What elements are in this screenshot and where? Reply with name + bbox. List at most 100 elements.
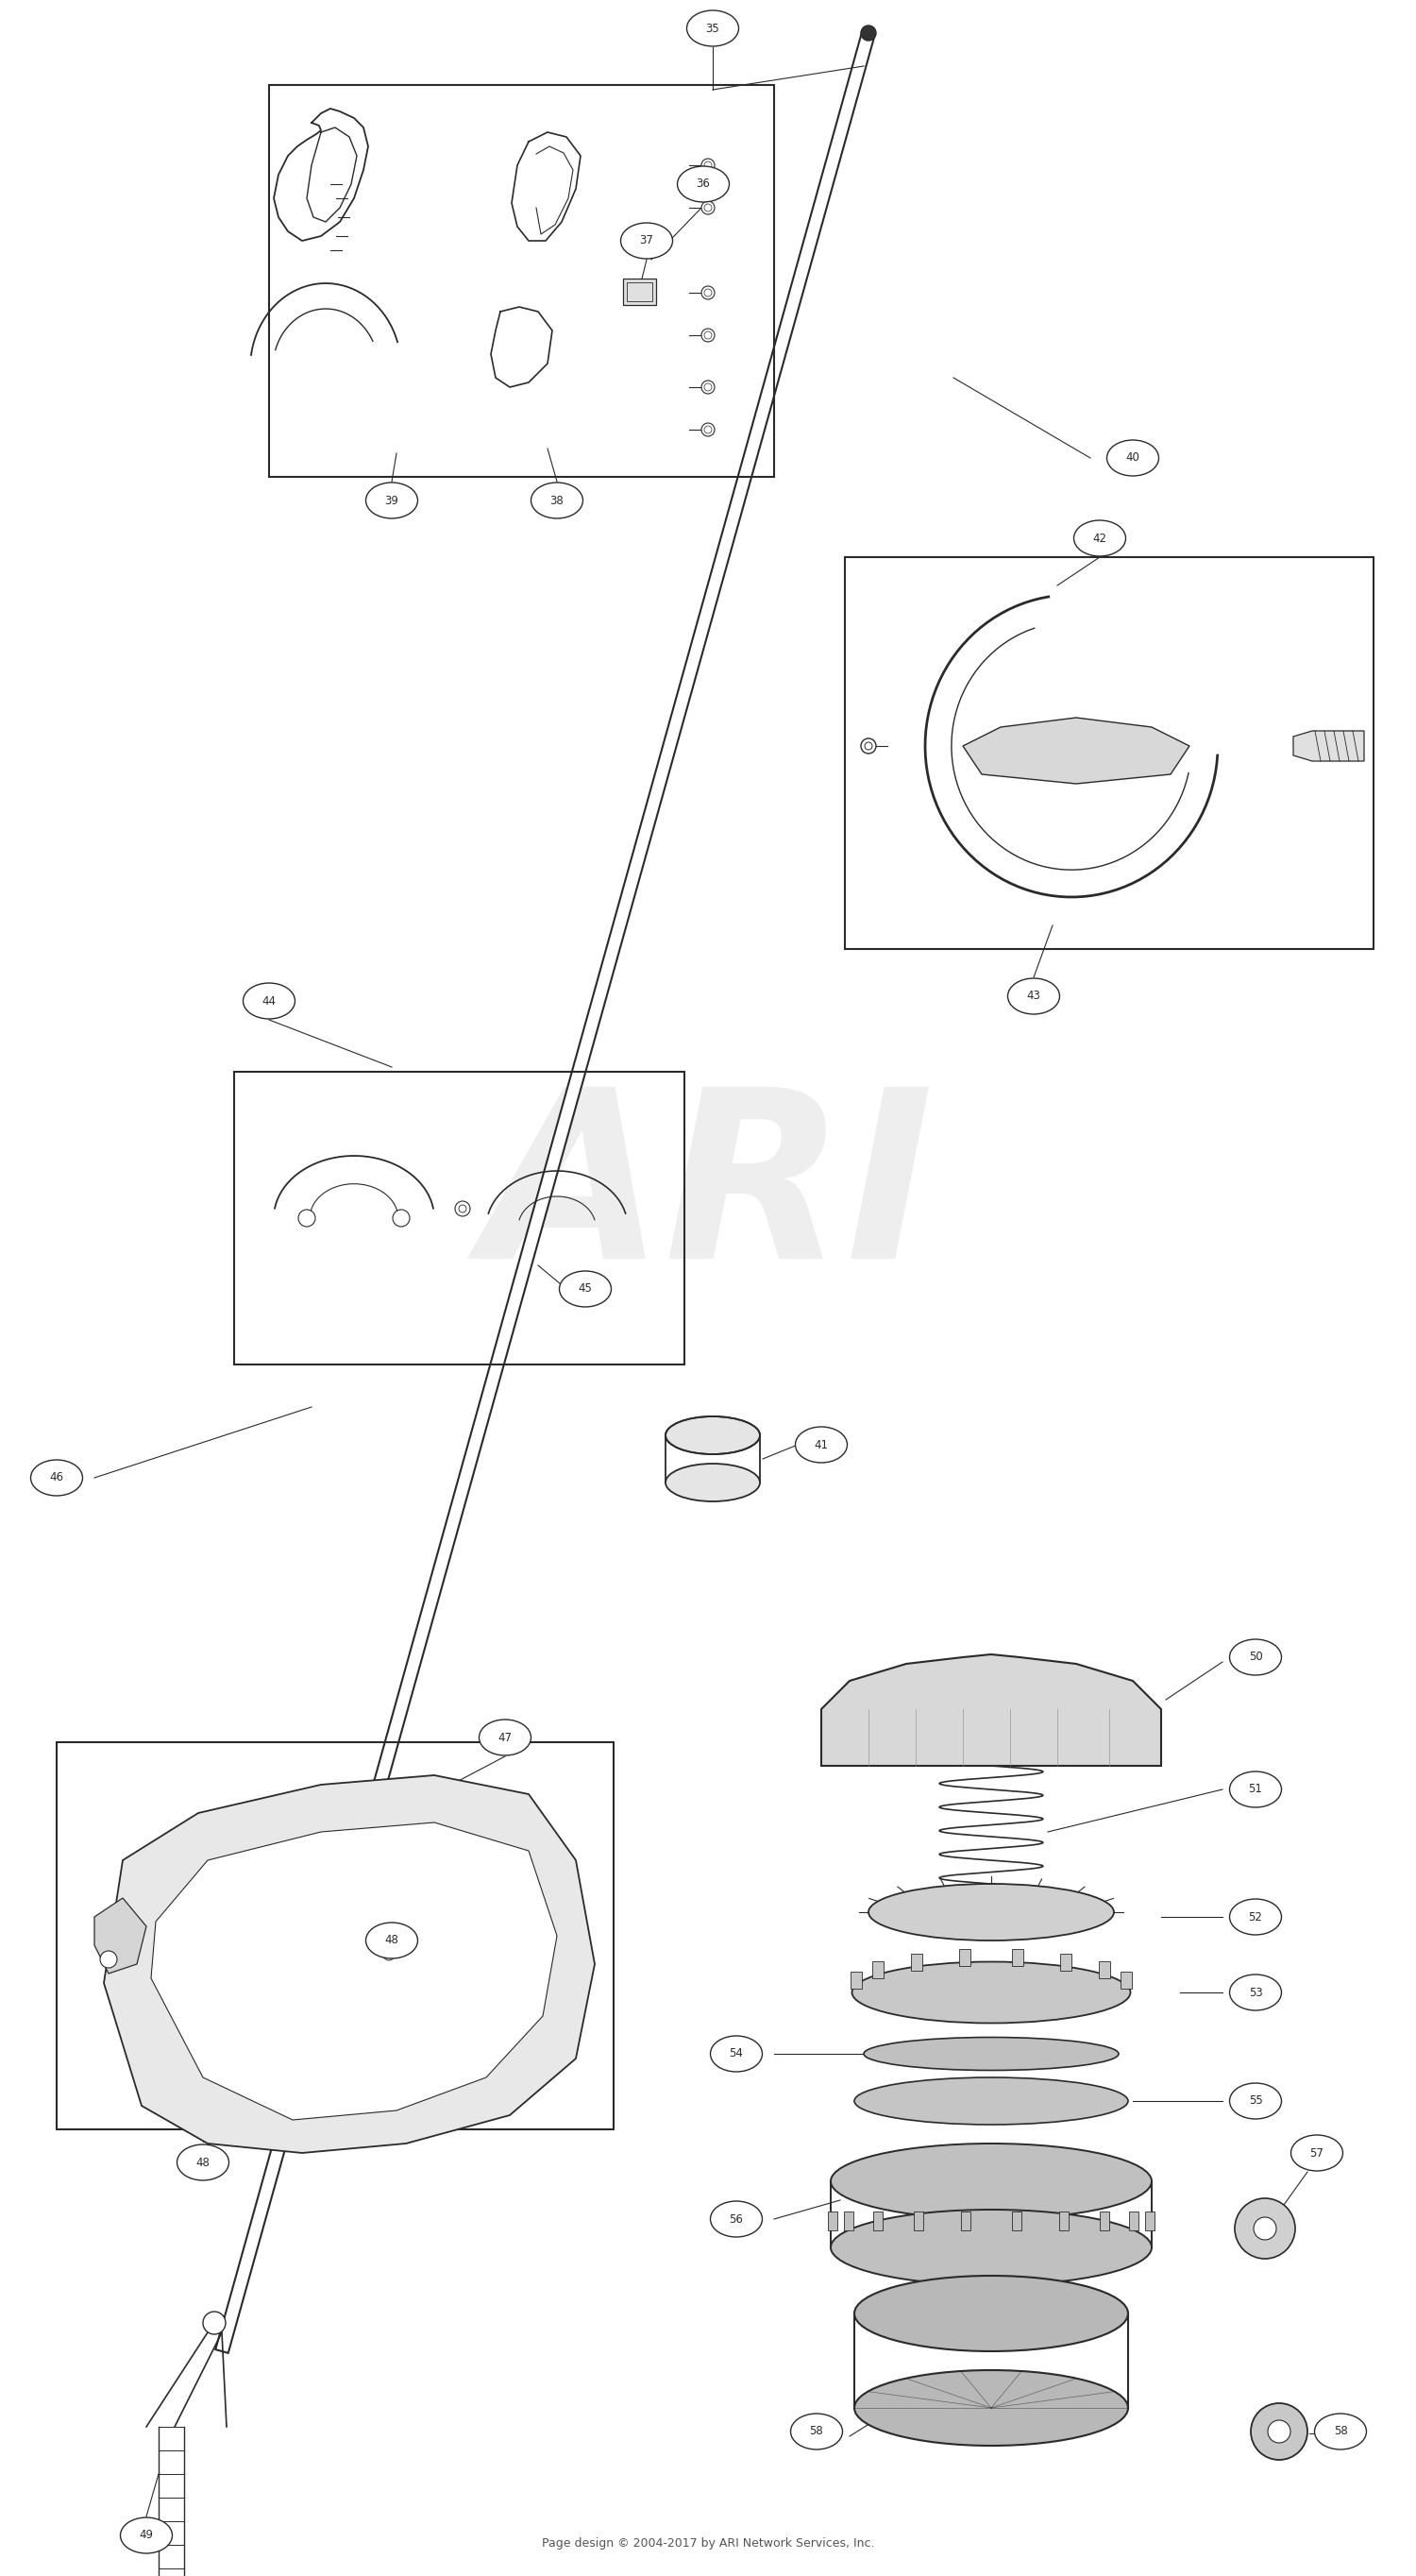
Bar — [828, 2213, 837, 2231]
Circle shape — [202, 2311, 225, 2334]
Circle shape — [701, 381, 715, 394]
Circle shape — [861, 26, 877, 41]
Bar — [910, 1953, 922, 1971]
Ellipse shape — [244, 984, 295, 1020]
Bar — [1130, 2213, 1138, 2231]
Ellipse shape — [1229, 2084, 1281, 2120]
Ellipse shape — [864, 2038, 1119, 2071]
Text: 39: 39 — [385, 495, 399, 507]
Ellipse shape — [1314, 2414, 1366, 2450]
Ellipse shape — [1008, 979, 1059, 1015]
Text: 48: 48 — [385, 1935, 399, 1947]
Ellipse shape — [854, 2370, 1129, 2445]
Polygon shape — [152, 1821, 556, 2120]
Ellipse shape — [831, 2210, 1151, 2285]
Ellipse shape — [711, 2200, 762, 2236]
Ellipse shape — [854, 2275, 1129, 2352]
Ellipse shape — [479, 1721, 531, 1754]
Circle shape — [455, 1200, 470, 1216]
Bar — [1100, 2213, 1109, 2231]
Ellipse shape — [177, 2143, 229, 2179]
Bar — [234, 1072, 684, 1365]
Bar — [845, 556, 1374, 948]
Text: ARI: ARI — [481, 1079, 935, 1309]
Polygon shape — [215, 31, 875, 2352]
Text: 55: 55 — [1249, 2094, 1263, 2107]
Circle shape — [1250, 2403, 1307, 2460]
Text: 58: 58 — [810, 2427, 824, 2437]
Bar — [1099, 1960, 1110, 1978]
Text: 41: 41 — [814, 1437, 828, 1450]
Ellipse shape — [796, 1427, 847, 1463]
Bar — [1059, 2213, 1069, 2231]
Text: 46: 46 — [50, 1471, 64, 1484]
Bar — [627, 283, 653, 301]
Text: 57: 57 — [1310, 2146, 1324, 2159]
Text: 40: 40 — [1126, 451, 1140, 464]
Text: 50: 50 — [1249, 1651, 1263, 1664]
Text: 43: 43 — [1027, 989, 1041, 1002]
Ellipse shape — [1229, 1899, 1281, 1935]
Text: 47: 47 — [498, 1731, 513, 1744]
Ellipse shape — [1229, 1638, 1281, 1674]
Circle shape — [701, 201, 715, 214]
Text: 52: 52 — [1249, 1911, 1263, 1924]
Ellipse shape — [666, 1417, 760, 1455]
Text: 58: 58 — [1334, 2427, 1348, 2437]
Polygon shape — [95, 1899, 146, 1973]
Circle shape — [701, 422, 715, 435]
Circle shape — [101, 1950, 118, 1968]
Circle shape — [1253, 2218, 1276, 2241]
Bar — [623, 278, 656, 304]
Bar — [1061, 1953, 1072, 1971]
Text: 44: 44 — [262, 994, 276, 1007]
Ellipse shape — [687, 10, 739, 46]
Ellipse shape — [868, 1883, 1114, 1940]
Bar — [1011, 2213, 1021, 2231]
Bar — [872, 1960, 884, 1978]
Ellipse shape — [1229, 1772, 1281, 1808]
Text: 54: 54 — [729, 2048, 743, 2061]
Ellipse shape — [677, 167, 729, 201]
Ellipse shape — [559, 1270, 612, 1306]
Polygon shape — [103, 1775, 595, 2154]
Circle shape — [299, 1211, 316, 1226]
Circle shape — [384, 1950, 395, 1960]
Text: 56: 56 — [729, 2213, 743, 2226]
Text: 45: 45 — [578, 1283, 592, 1296]
Bar — [913, 2213, 923, 2231]
Bar — [850, 1971, 861, 1989]
Ellipse shape — [531, 482, 583, 518]
Polygon shape — [963, 719, 1189, 783]
Ellipse shape — [365, 1922, 418, 1958]
Bar — [874, 2213, 882, 2231]
Bar — [844, 2213, 852, 2231]
Ellipse shape — [1073, 520, 1126, 556]
Ellipse shape — [1229, 1973, 1281, 2009]
Text: 37: 37 — [640, 234, 654, 247]
Bar — [1146, 2213, 1154, 2231]
Text: 51: 51 — [1249, 1783, 1263, 1795]
Text: 35: 35 — [705, 23, 719, 33]
Bar — [1011, 1950, 1022, 1965]
Circle shape — [701, 286, 715, 299]
Ellipse shape — [852, 1963, 1130, 2022]
Ellipse shape — [120, 2517, 173, 2553]
Circle shape — [1235, 2197, 1296, 2259]
Circle shape — [701, 160, 715, 173]
Polygon shape — [1293, 732, 1364, 760]
Circle shape — [1267, 2421, 1290, 2442]
Circle shape — [861, 739, 877, 755]
Text: 42: 42 — [1093, 533, 1107, 544]
Bar — [960, 1950, 971, 1965]
Ellipse shape — [854, 2076, 1129, 2125]
Bar — [269, 85, 775, 477]
Text: 48: 48 — [195, 2156, 210, 2169]
Text: 49: 49 — [139, 2530, 153, 2543]
Circle shape — [701, 330, 715, 343]
Ellipse shape — [1107, 440, 1158, 477]
Ellipse shape — [790, 2414, 843, 2450]
Text: 53: 53 — [1249, 1986, 1263, 1999]
Text: 36: 36 — [697, 178, 711, 191]
Text: 38: 38 — [549, 495, 564, 507]
